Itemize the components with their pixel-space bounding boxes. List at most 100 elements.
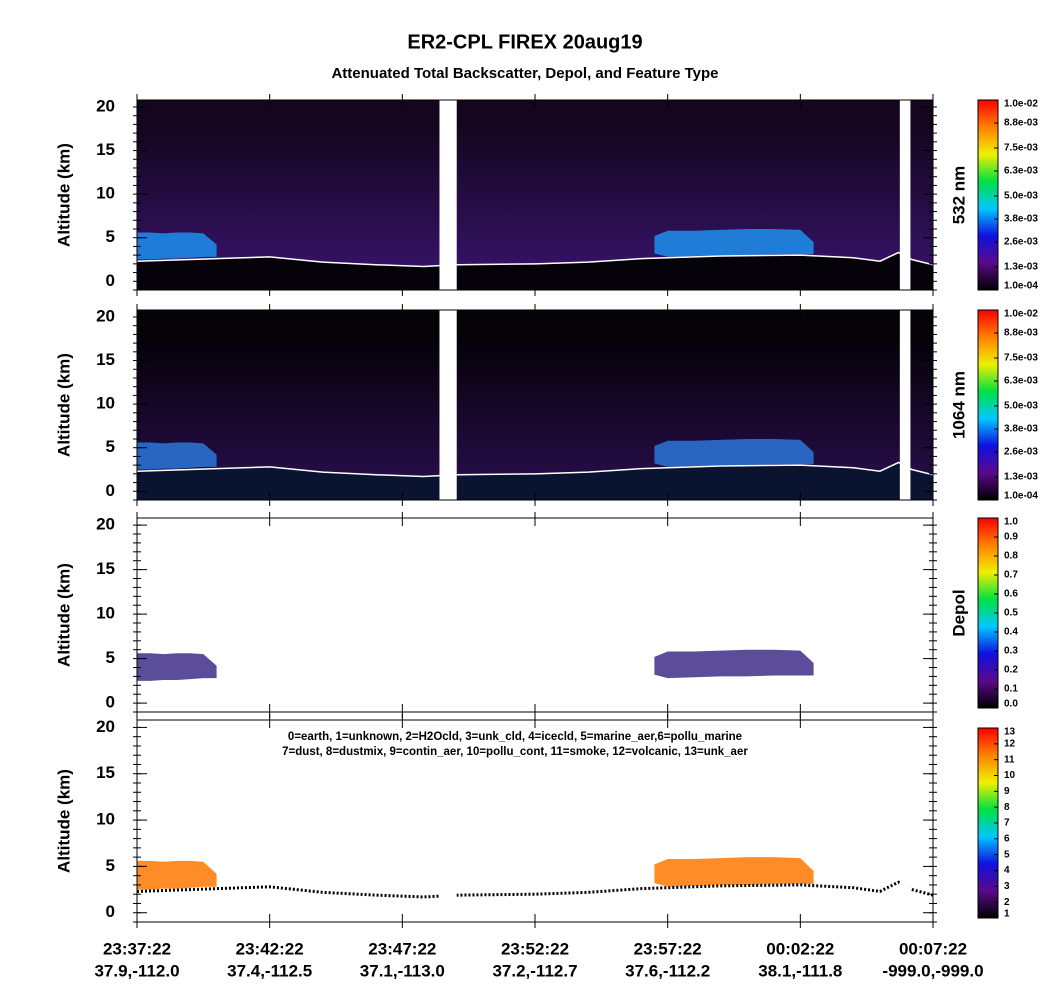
colorbar-tick-label: 1 [1004, 909, 1010, 920]
colorbar-tick-label: 0.1 [1004, 684, 1018, 695]
colorbar-tick-label: 0.5 [1004, 608, 1018, 619]
data-gap [899, 720, 911, 922]
chart-title: ER2-CPL FIREX 20aug19 [407, 31, 642, 53]
colorbar-tick-label: 3 [1004, 881, 1010, 892]
colorbar-tick-label: 0.6 [1004, 589, 1018, 600]
colorbar-tick-label: 6.3e-03 [1004, 166, 1038, 177]
data-gap [899, 518, 911, 712]
aerosol-layer [654, 649, 814, 679]
y-tick-label: 20 [96, 515, 115, 534]
colorbar-tick-label: 2.6e-03 [1004, 237, 1038, 248]
panel [137, 720, 933, 922]
colorbar-tick-label: 12 [1004, 738, 1016, 749]
x-tick-label: 00:07:22 [899, 939, 967, 958]
colorbar-tick-label: 3.8e-03 [1004, 424, 1038, 435]
colorbar-tick-label: 0.9 [1004, 532, 1018, 543]
y-tick-label: 15 [96, 350, 115, 369]
y-tick-label: 5 [106, 227, 115, 246]
x-tick-label: 37.6,-112.2 [625, 961, 710, 980]
surface-line [137, 461, 933, 478]
x-tick-label: 23:42:22 [236, 939, 304, 958]
panel [137, 518, 933, 712]
surface-line [137, 251, 933, 268]
y-tick-label: 10 [96, 810, 115, 829]
colorbar-tick-label: 8 [1004, 802, 1010, 813]
colorbar-tick-label: 0.3 [1004, 646, 1018, 657]
y-tick-label: 10 [96, 184, 115, 203]
colorbar-label: 532 nm [949, 166, 968, 225]
surface-line [137, 880, 933, 899]
colorbar-tick-label: 5 [1004, 849, 1010, 860]
panel-background [137, 720, 933, 922]
colorbar-tick-label: 10 [1004, 770, 1016, 781]
colorbar-tick-label: 0.8 [1004, 551, 1018, 562]
y-tick-label: 5 [106, 437, 115, 456]
x-tick-label: 37.1,-113.0 [360, 961, 445, 980]
data-gap [439, 720, 457, 922]
panel [137, 310, 933, 500]
data-gap [439, 310, 457, 500]
colorbar-tick-label: 2 [1004, 897, 1010, 908]
data-gap [439, 518, 457, 712]
colorbar-tick-label: 1.0e-04 [1004, 491, 1038, 502]
colorbar-tick-label: 1.0 [1004, 517, 1018, 528]
aerosol-layer [654, 857, 814, 887]
y-tick-label: 0 [106, 693, 115, 712]
y-tick-label: 20 [96, 306, 115, 325]
aerosol-layer [654, 228, 814, 257]
colorbar-tick-label: 6.3e-03 [1004, 376, 1038, 387]
x-tick-label: -999.0,-999.0 [882, 961, 983, 980]
aerosol-layer [137, 232, 217, 260]
colorbar-tick-label: 13 [1004, 727, 1016, 738]
x-tick-label: 00:02:22 [766, 939, 834, 958]
y-axis-label: Altitude (km) [54, 563, 73, 667]
colorbar-tick-label: 7.5e-03 [1004, 143, 1038, 154]
colorbar-label: 1064 nm [949, 371, 968, 439]
y-tick-label: 10 [96, 394, 115, 413]
aerosol-layer [137, 860, 217, 890]
colorbar-tick-label: 8.8e-03 [1004, 118, 1038, 129]
colorbar-tick-label: 8.8e-03 [1004, 328, 1038, 339]
y-tick-label: 5 [106, 648, 115, 667]
y-tick-label: 20 [96, 96, 115, 115]
y-axis-label: Altitude (km) [54, 353, 73, 457]
data-gap [899, 100, 911, 290]
colorbar-tick-label: 1.0e-04 [1004, 281, 1038, 292]
x-tick-label: 37.9,-112.0 [94, 961, 179, 980]
colorbar-tick-label: 0.2 [1004, 665, 1018, 676]
aerosol-layer [137, 653, 217, 681]
colorbar-tick-label: 0.4 [1004, 627, 1018, 638]
x-tick-label: 23:47:22 [368, 939, 436, 958]
y-tick-label: 5 [106, 856, 115, 875]
colorbar-tick-label: 2.6e-03 [1004, 447, 1038, 458]
x-tick-label: 37.2,-112.7 [492, 961, 577, 980]
chart-subtitle: Attenuated Total Backscatter, Depol, and… [331, 65, 718, 82]
colorbar-tick-label: 5.0e-03 [1004, 191, 1038, 202]
colorbar [977, 309, 999, 501]
colorbar-tick-label: 1.3e-03 [1004, 472, 1038, 483]
colorbar-tick-label: 5.0e-03 [1004, 401, 1038, 412]
y-tick-label: 15 [96, 140, 115, 159]
y-tick-label: 20 [96, 717, 115, 736]
y-axis-label: Altitude (km) [54, 769, 73, 873]
colorbar-tick-label: 4 [1004, 865, 1010, 876]
x-tick-label: 38.1,-111.8 [758, 961, 842, 980]
colorbar-tick-label: 7.5e-03 [1004, 353, 1038, 364]
aerosol-layer [654, 438, 814, 467]
y-axis-label: Altitude (km) [54, 143, 73, 247]
ground [137, 252, 933, 290]
data-gap [439, 100, 457, 290]
legend-text: 7=dust, 8=dustmix, 9=contin_aer, 10=poll… [282, 746, 748, 758]
colorbar-tick-label: 0.7 [1004, 570, 1018, 581]
colorbar-tick-label: 3.8e-03 [1004, 214, 1038, 225]
panel [137, 100, 933, 290]
legend-text: 0=earth, 1=unknown, 2=H2Ocld, 3=unk_cld,… [288, 731, 742, 743]
data-gap [899, 310, 911, 500]
colorbar-tick-label: 7 [1004, 818, 1010, 829]
x-tick-label: 23:57:22 [634, 939, 702, 958]
y-tick-label: 0 [106, 902, 115, 921]
colorbar-tick-label: 11 [1004, 754, 1015, 765]
colorbar-tick-label: 9 [1004, 786, 1010, 797]
colorbar-tick-label: 0.0 [1004, 699, 1018, 710]
y-tick-label: 15 [96, 763, 115, 782]
